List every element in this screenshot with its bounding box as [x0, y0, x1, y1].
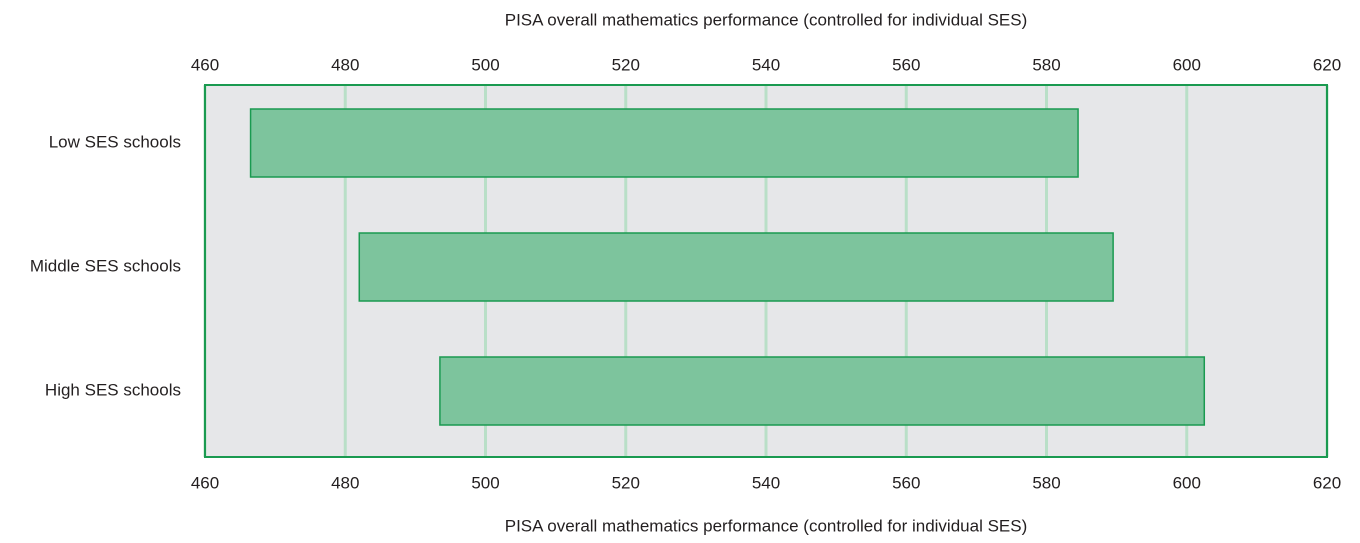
x-tick-label: 520 [612, 473, 640, 492]
x2-tick-label: 460 [191, 55, 219, 74]
x2-tick-label: 500 [471, 55, 499, 74]
x-tick-label: 460 [191, 473, 219, 492]
x2-tick-label: 480 [331, 55, 359, 74]
x2-tick-label: 540 [752, 55, 780, 74]
x-tick-label: 500 [471, 473, 499, 492]
x-tick-label: 560 [892, 473, 920, 492]
x-tick-label: 620 [1313, 473, 1341, 492]
category-label: Middle SES schools [30, 256, 181, 275]
category-label: High SES schools [45, 380, 181, 399]
x2-tick-label: 520 [612, 55, 640, 74]
top-axis-title: PISA overall mathematics performance (co… [505, 10, 1028, 29]
x-tick-label: 600 [1173, 473, 1201, 492]
category-label: Low SES schools [49, 132, 181, 151]
plot-frame [204, 84, 1328, 458]
x2-tick-label: 620 [1313, 55, 1341, 74]
x-tick-label: 580 [1032, 473, 1060, 492]
x2-tick-label: 580 [1032, 55, 1060, 74]
x2-tick-label: 600 [1173, 55, 1201, 74]
x-tick-label: 480 [331, 473, 359, 492]
bar [439, 356, 1206, 426]
bar [249, 108, 1079, 178]
x2-tick-label: 560 [892, 55, 920, 74]
x-tick-label: 540 [752, 473, 780, 492]
bottom-axis-title: PISA overall mathematics performance (co… [505, 516, 1028, 535]
bar [358, 232, 1114, 302]
